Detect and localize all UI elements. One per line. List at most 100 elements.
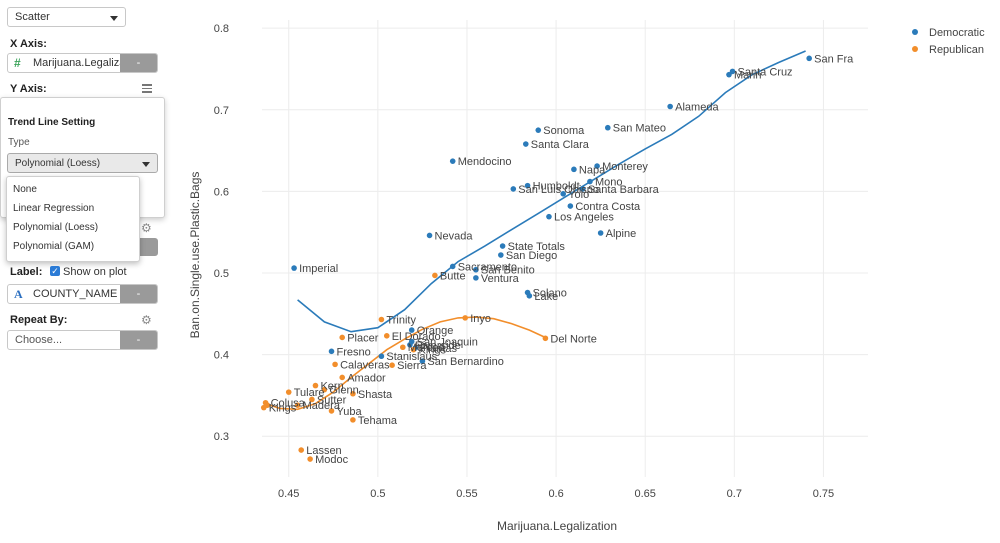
data-point — [298, 447, 305, 453]
data-point — [473, 275, 479, 281]
trend-line-democratic — [297, 50, 806, 333]
data-point — [389, 362, 395, 368]
data-point — [560, 191, 567, 197]
legend: Democratic Republican — [912, 27, 985, 56]
data-point — [262, 399, 269, 406]
repeat-by-remove-button[interactable]: - — [120, 331, 157, 349]
point-label: San Mateo — [613, 123, 666, 135]
point-label: State Totals — [508, 241, 566, 253]
trend-type-menu: None Linear Regression Polynomial (Loess… — [6, 176, 140, 262]
data-point — [419, 358, 426, 364]
x-axis-label: X Axis: — [10, 38, 47, 50]
data-point — [412, 345, 419, 351]
point-label: Sutter — [317, 394, 347, 406]
menu-item-linear-regression[interactable]: Linear Regression — [13, 203, 95, 214]
data-point — [350, 390, 356, 397]
point-label: San Luis Obispo — [518, 184, 599, 196]
point-label: Humboldt — [533, 181, 580, 193]
label-field[interactable]: A COUNTY_NAME - — [7, 284, 158, 304]
gear-icon[interactable]: ⚙ — [141, 221, 152, 235]
point-label: Mono — [595, 177, 623, 189]
data-point — [667, 103, 673, 110]
point-label: Solano — [533, 288, 567, 300]
data-point — [571, 166, 577, 173]
point-label: Calaveras — [340, 359, 390, 371]
data-point — [378, 316, 385, 323]
data-point — [542, 335, 549, 342]
point-label: Alameda — [675, 102, 719, 114]
point-label: Shasta — [358, 389, 393, 401]
data-point — [535, 127, 542, 133]
label-remove-button[interactable]: - — [120, 285, 157, 303]
data-point — [378, 353, 385, 360]
point-label: Yolo — [568, 189, 589, 201]
legend-label: Republican — [929, 44, 984, 56]
point-label: Lake — [534, 291, 558, 303]
point-label: Stanislaus — [386, 351, 437, 363]
data-point — [408, 338, 415, 345]
point-label: Monterey — [602, 161, 648, 173]
menu-item-none[interactable]: None — [13, 184, 37, 195]
data-point — [499, 243, 506, 249]
point-label: Madera — [303, 400, 341, 412]
point-label: Santa Clara — [531, 139, 590, 151]
gear-icon[interactable]: ⚙ — [141, 313, 152, 327]
data-point — [546, 213, 552, 220]
point-label: San Joaquin — [417, 337, 478, 349]
point-label: Kings — [419, 345, 447, 357]
show-on-plot-checkbox[interactable]: ✓ — [50, 266, 60, 276]
point-label: Sacramento — [458, 261, 517, 273]
point-label: Marin — [734, 70, 762, 82]
x-tick-label: 0.55 — [456, 488, 477, 500]
data-point — [462, 315, 468, 321]
point-label: Napa — [579, 164, 606, 176]
data-point — [449, 263, 456, 270]
show-on-plot-label: Show on plot — [63, 266, 127, 278]
menu-item-polynomial-gam[interactable]: Polynomial (GAM) — [13, 241, 95, 252]
point-label: Colusa — [271, 398, 306, 410]
data-point — [587, 178, 593, 185]
legend-label: Democratic — [929, 27, 985, 39]
x-tick-label: 0.65 — [634, 488, 655, 500]
data-point — [291, 265, 297, 271]
data-point — [328, 408, 335, 414]
axes: 0.45 0.5 0.55 0.6 0.65 0.7 0.75 0.3 0.4 0.5 0.6 0.7… — [188, 23, 834, 533]
data-point — [285, 389, 292, 395]
point-label: Tehama — [358, 415, 398, 427]
data-point — [473, 266, 479, 273]
trend-type-select[interactable]: Polynomial (Loess) — [7, 153, 158, 173]
legend-marker — [912, 29, 918, 35]
hamburger-menu-icon[interactable] — [142, 84, 152, 93]
data-point — [604, 124, 611, 131]
x-axis-field[interactable]: # Marijuana.Legalization - — [7, 53, 158, 73]
point-label: Lassen — [306, 445, 341, 457]
point-label: Los Angeles — [554, 212, 614, 224]
point-label: Butte — [440, 270, 466, 282]
data-point — [260, 404, 267, 411]
point-label: Yuba — [337, 406, 363, 418]
label-label: Label: — [10, 266, 43, 278]
x-axis-remove-button[interactable]: - — [120, 54, 157, 72]
repeat-by-field[interactable]: Choose... - — [7, 330, 158, 350]
data-point — [339, 334, 346, 341]
menu-item-polynomial-loess[interactable]: Polynomial (Loess) — [13, 222, 99, 233]
x-tick-label: 0.5 — [370, 488, 385, 500]
data-point — [408, 327, 415, 333]
point-label: Kern — [320, 381, 343, 393]
chart-type-value: Scatter — [15, 11, 50, 23]
point-label: Amador — [347, 372, 386, 384]
point-label: Glenn — [329, 385, 358, 397]
chevron-down-icon — [110, 16, 118, 21]
settings-sidebar: Scatter X Axis: # Marijuana.Legalization… — [0, 0, 175, 543]
point-label: Trinity — [386, 314, 416, 326]
point-label: Del Norte — [550, 333, 596, 345]
chart-type-select[interactable]: Scatter — [7, 7, 126, 27]
data-point — [729, 68, 736, 75]
repeat-by-placeholder: Choose... — [15, 334, 63, 346]
trend-line-republican — [265, 316, 546, 411]
point-label: Imperial — [299, 263, 338, 275]
data-point — [312, 382, 319, 389]
data-point — [806, 55, 812, 62]
point-label: Riverside — [415, 340, 461, 352]
data-point — [594, 163, 600, 169]
